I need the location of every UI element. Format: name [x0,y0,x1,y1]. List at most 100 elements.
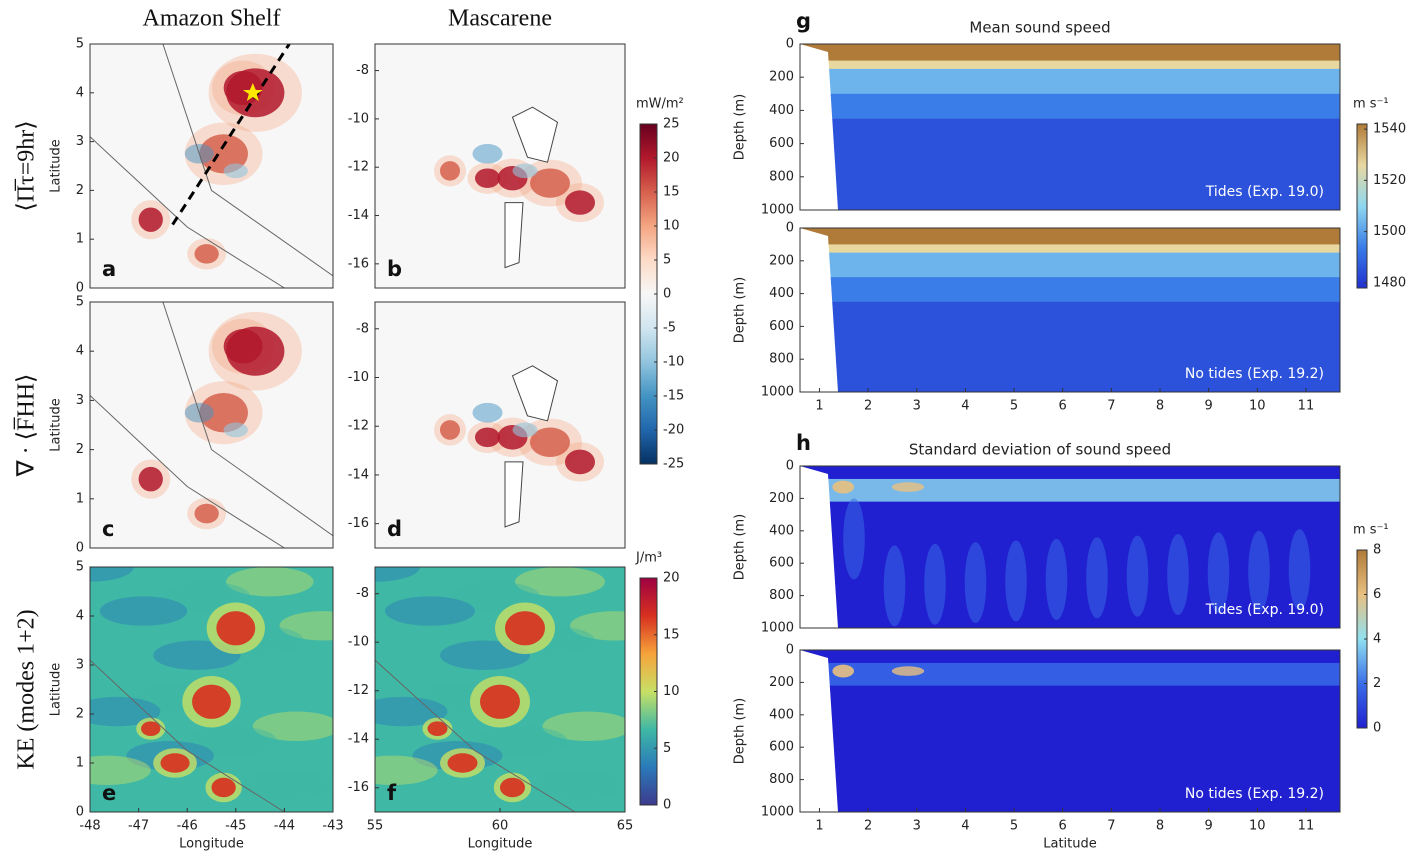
x-tick-label: 1 [815,399,823,414]
heatmap-blob [891,666,925,676]
y-tick-label: 0 [76,281,84,296]
heatmap-blob [512,422,538,438]
heatmap-blob [243,770,331,800]
heatmap-blob [375,755,438,786]
x-axis-label: Latitude [1043,837,1097,852]
colorbar-tick-label: 20 [663,571,680,586]
x-tick-label: 6 [1059,399,1067,414]
colorbar-tick-label: 25 [663,117,680,132]
heatmap [90,302,333,548]
heatmap-blob [505,611,545,646]
row-label: ⟨Π̅τ=9hr⟩ [14,120,40,211]
y-tick-label: -16 [348,780,369,795]
x-tick-label: 55 [367,819,384,834]
heatmap-blob [194,244,219,264]
heatmap-band [800,662,1340,686]
heatmap-blob [472,402,503,423]
heatmap-blob [160,753,190,773]
heatmap-blob [832,480,854,494]
annotation: No tides (Exp. 19.2) [1185,786,1324,802]
y-axis-label: Latitude [49,139,64,193]
panel-letter: c [102,517,114,541]
y-tick-label: 400 [769,103,794,118]
heatmap-blob [1126,535,1149,617]
colorbar [1356,123,1368,289]
y-tick-label: 0 [786,221,794,236]
heatmap-blob [1045,538,1068,620]
x-tick-label: 4 [961,819,969,834]
panel-title: Standard deviation of sound speed [909,441,1171,459]
heatmap-blob [99,596,188,626]
y-axis-label: Depth (m) [733,277,748,344]
heatmap-blob [1207,532,1230,614]
column-title: Mascarene [448,6,552,32]
y-tick-label: 1000 [761,385,794,400]
heatmap-blob [565,449,595,475]
annotation: No tides (Exp. 19.2) [1185,366,1324,382]
y-tick-label: 5 [76,560,84,575]
colorbar-tick-label: 2 [1373,676,1381,691]
colorbar-tick-label: -15 [663,389,684,404]
annotation: Tides (Exp. 19.0) [1205,184,1324,200]
coastline [90,136,285,288]
colorbar-label: J/m³ [635,551,662,566]
x-axis-label: Longitude [179,837,244,852]
plot-frame [799,43,1341,211]
colorbar-tick-label: 6 [1373,587,1381,602]
y-tick-label: -10 [348,370,369,385]
heatmap-blob [477,726,568,756]
x-tick-label: 1 [815,819,823,834]
y-tick-label: 3 [76,393,84,408]
heatmap-blob [475,427,500,448]
plot-frame [799,465,1341,629]
x-tick-label: 3 [913,819,921,834]
y-tick-label: -10 [348,111,369,126]
y-tick-label: 1 [76,756,84,771]
heatmap-blob [472,144,503,164]
isobath [162,44,333,277]
y-tick-label: 400 [769,286,794,301]
heatmap-blob [90,696,161,727]
x-tick-label: 8 [1156,399,1164,414]
y-tick-label: -8 [356,63,369,78]
x-tick-label: -45 [225,819,246,834]
row-label: KE (modes 1+2) [14,609,40,769]
colorbar-tick-label: -25 [663,457,684,472]
y-tick-label: -12 [348,683,369,698]
heatmap-blob [199,134,248,174]
colorbar-tick-label: 0 [663,287,671,302]
land [800,228,838,392]
panel-letter: h [796,431,811,455]
y-tick-label: 800 [769,588,794,603]
panel-letter: g [796,9,811,33]
y-tick-label: 1000 [761,805,794,820]
row-label: ∇ · ⟨F̅HH⟩ [14,374,40,478]
transect [171,44,291,226]
colorbar-tick-label: -20 [663,423,684,438]
y-tick-label: -16 [348,516,369,531]
y-tick-label: 0 [786,37,794,52]
x-tick-label: 11 [1298,399,1315,414]
heatmap [800,44,1340,210]
y-axis-label: Depth (m) [733,698,748,765]
y-tick-label: 1000 [761,203,794,218]
colorbar-tick-label: -5 [663,321,676,336]
colorbar-tick-label: 1520 [1373,173,1406,188]
heatmap-blob [1167,534,1189,616]
x-tick-label: 9 [1205,399,1213,414]
x-tick-label: 11 [1298,819,1315,834]
heatmap-blob [216,611,256,646]
y-tick-label: 4 [76,609,84,624]
heatmap-blob [199,393,248,433]
plot-frame [89,566,334,813]
heatmap-blob [189,726,278,756]
colorbar-tick-label: 1500 [1373,224,1406,239]
heatmap-band [800,44,1340,66]
plot-frame [89,301,334,549]
heatmap-blob [1086,537,1108,619]
y-axis-label: Depth (m) [733,514,748,581]
y-tick-label: 3 [76,658,84,673]
heatmap-blob [375,696,448,727]
y-tick-label: 0 [76,541,84,556]
x-tick-label: 7 [1107,399,1115,414]
